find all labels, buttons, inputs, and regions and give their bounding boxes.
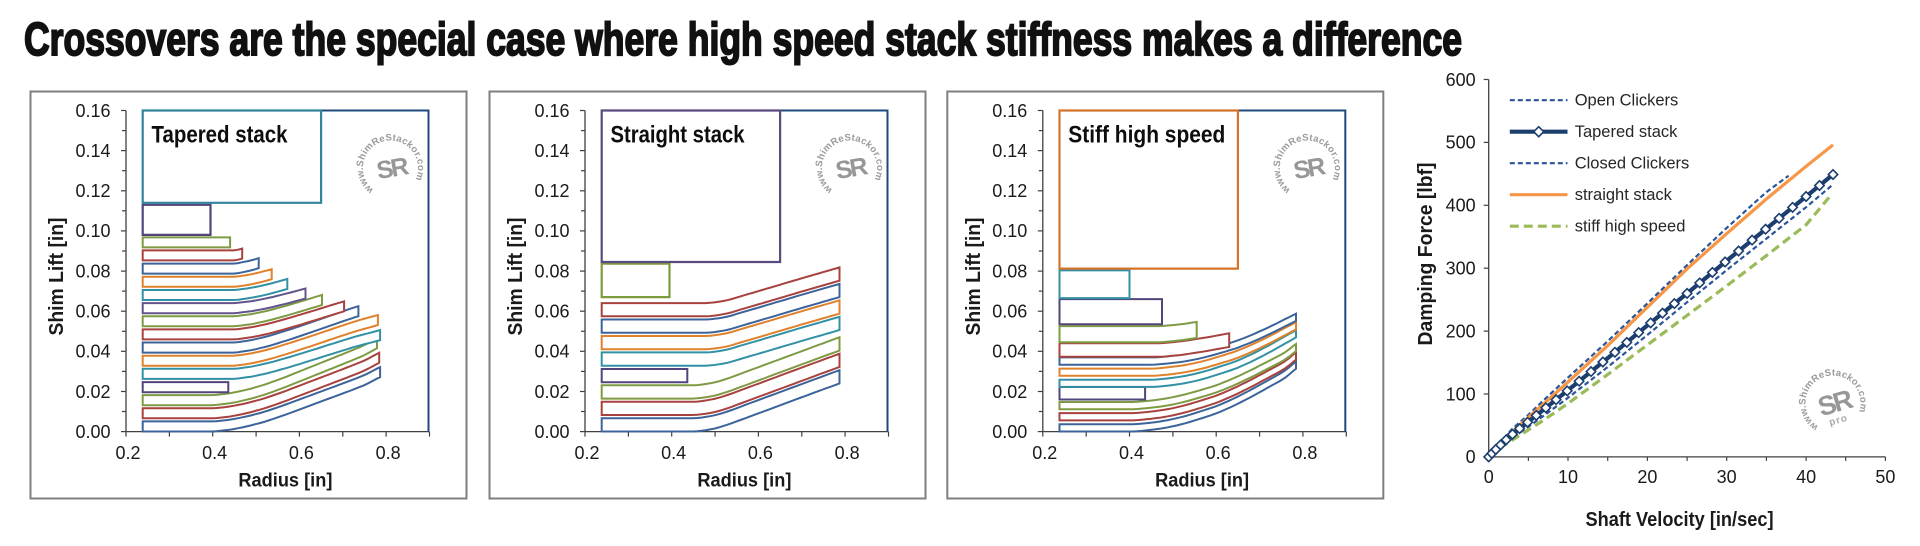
svg-text:Shaft Velocity [in/sec]: Shaft Velocity [in/sec] [1586, 509, 1774, 531]
svg-text:0.10: 0.10 [75, 221, 110, 241]
svg-text:Damping Force [lbf]: Damping Force [lbf] [1414, 163, 1437, 346]
svg-text:0.04: 0.04 [534, 342, 569, 362]
svg-text:50: 50 [1875, 467, 1895, 487]
svg-text:Shim Lift [in]: Shim Lift [in] [962, 218, 985, 336]
svg-text:0: 0 [1484, 467, 1494, 487]
svg-text:Open Clickers: Open Clickers [1575, 92, 1679, 110]
svg-text:0.4: 0.4 [1119, 443, 1144, 463]
svg-text:Tapered stack: Tapered stack [1575, 123, 1678, 141]
svg-text:10: 10 [1558, 467, 1578, 487]
svg-text:0.8: 0.8 [835, 443, 860, 463]
svg-text:0.06: 0.06 [992, 302, 1027, 322]
svg-text:0.00: 0.00 [534, 422, 569, 442]
svg-text:0.02: 0.02 [992, 382, 1027, 402]
svg-text:0.02: 0.02 [75, 382, 110, 402]
svg-text:Radius [in]: Radius [in] [1155, 470, 1249, 492]
svg-text:0.4: 0.4 [661, 443, 686, 463]
svg-text:0.06: 0.06 [75, 302, 110, 322]
svg-text:0.00: 0.00 [992, 422, 1027, 442]
svg-text:Straight stack: Straight stack [611, 122, 745, 149]
svg-text:0.12: 0.12 [75, 181, 110, 201]
svg-text:Stiff high speed: Stiff high speed [1068, 122, 1225, 149]
svg-text:0.02: 0.02 [534, 382, 569, 402]
svg-text:20: 20 [1637, 467, 1657, 487]
svg-text:400: 400 [1446, 196, 1476, 216]
svg-text:0.12: 0.12 [534, 181, 569, 201]
svg-text:0.8: 0.8 [1292, 443, 1317, 463]
svg-text:Crossovers are the special cas: Crossovers are the special case where hi… [24, 13, 1462, 65]
svg-text:30: 30 [1717, 467, 1737, 487]
svg-text:0.10: 0.10 [992, 221, 1027, 241]
svg-text:0.6: 0.6 [289, 443, 314, 463]
svg-text:0.04: 0.04 [992, 342, 1027, 362]
svg-text:300: 300 [1446, 259, 1476, 279]
svg-text:Radius [in]: Radius [in] [238, 470, 332, 492]
svg-text:100: 100 [1446, 384, 1476, 404]
svg-text:0.00: 0.00 [75, 422, 110, 442]
svg-text:0.08: 0.08 [992, 261, 1027, 281]
svg-text:0.14: 0.14 [992, 141, 1027, 161]
svg-text:0.16: 0.16 [534, 101, 569, 121]
svg-text:0.2: 0.2 [574, 443, 599, 463]
svg-text:Shim Lift [in]: Shim Lift [in] [45, 218, 68, 336]
svg-text:pro: pro [1828, 413, 1849, 429]
svg-text:Tapered stack: Tapered stack [152, 122, 288, 149]
svg-text:0.2: 0.2 [115, 443, 140, 463]
svg-text:40: 40 [1796, 467, 1816, 487]
svg-text:0.6: 0.6 [1206, 443, 1231, 463]
svg-text:0.04: 0.04 [75, 342, 110, 362]
svg-text:0.14: 0.14 [534, 141, 569, 161]
svg-text:Closed Clickers: Closed Clickers [1575, 155, 1690, 173]
svg-text:0.10: 0.10 [534, 221, 569, 241]
svg-text:0: 0 [1466, 447, 1476, 467]
svg-text:0.16: 0.16 [75, 101, 110, 121]
svg-text:0.06: 0.06 [534, 302, 569, 322]
svg-text:0.6: 0.6 [748, 443, 773, 463]
svg-text:0.08: 0.08 [75, 261, 110, 281]
svg-text:200: 200 [1446, 321, 1476, 341]
svg-text:0.08: 0.08 [534, 261, 569, 281]
svg-text:600: 600 [1446, 70, 1476, 90]
svg-text:Shim Lift [in]: Shim Lift [in] [504, 218, 527, 336]
svg-text:500: 500 [1446, 133, 1476, 153]
svg-text:0.2: 0.2 [1032, 443, 1057, 463]
svg-text:0.12: 0.12 [992, 181, 1027, 201]
svg-text:0.16: 0.16 [992, 101, 1027, 121]
svg-text:0.8: 0.8 [376, 443, 401, 463]
svg-text:Radius [in]: Radius [in] [697, 470, 791, 492]
svg-text:0.4: 0.4 [202, 443, 227, 463]
svg-text:stiff high speed: stiff high speed [1575, 218, 1686, 236]
svg-text:0.14: 0.14 [75, 141, 110, 161]
svg-text:straight stack: straight stack [1575, 186, 1673, 204]
